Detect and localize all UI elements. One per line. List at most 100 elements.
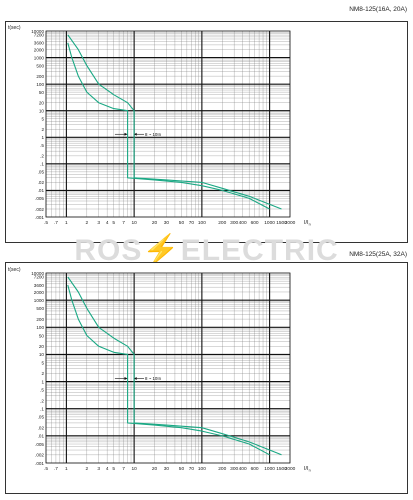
x-tick-label: 10 xyxy=(131,220,137,226)
x-tick-label: 400 xyxy=(239,466,247,472)
x-tick-label: 2 xyxy=(85,220,88,226)
x-tick-labels: .5 .7 1 2 3 4 5 7 10 20 30 50 70 100 200 300 400 600 1000 1… xyxy=(44,466,296,472)
y-tick-label: 2000 xyxy=(34,47,45,52)
chart-panel-top: 10000 7200 3600 2000 1000 500 200 100 50 20 10 5 2 1.… xyxy=(5,21,408,243)
x-tick-label: 5 xyxy=(112,466,115,472)
x-tick-label: 1 xyxy=(65,220,68,226)
trip-curve-line-1 xyxy=(67,284,270,456)
y-tick-label: .02 xyxy=(38,425,45,430)
y-tick-label: .001 xyxy=(35,461,44,466)
grid xyxy=(45,30,291,218)
x-tick-label: .5 xyxy=(44,466,48,472)
trip-curve-line-2 xyxy=(67,276,282,456)
x-axis-label-subscript: n xyxy=(309,469,311,473)
y-tick-label: 7200 xyxy=(34,33,45,38)
x-tick-label: 600 xyxy=(251,466,259,472)
chart-title-top: NM8-125(16A, 20A) xyxy=(349,6,407,13)
watermark: ROS⚡ELECTRIC xyxy=(74,234,339,267)
y-tick-label: 1 xyxy=(41,135,44,140)
x-tick-label: 100 xyxy=(198,466,206,472)
y-tick-label: .005 xyxy=(35,196,44,201)
x-tick-label: 7 xyxy=(122,220,125,226)
plot-frame xyxy=(45,272,291,464)
y-tick-label: .05 xyxy=(38,170,45,175)
trip-curve-line-2 xyxy=(67,34,282,210)
y-tick-label: 50 xyxy=(39,90,45,95)
y-tick-label: 2 xyxy=(41,127,44,132)
y-tick-label: .01 xyxy=(38,188,45,193)
arrow-head-left xyxy=(124,376,128,380)
trip-curve-chart-top: 100007200360020001000500200100502010521.… xyxy=(8,25,311,227)
y-tick-label: 10 xyxy=(39,352,45,357)
y-tick-label: 500 xyxy=(36,63,44,68)
x-tick-label: 100 xyxy=(198,220,206,226)
trip-range-annotation: 8 ~ 10In xyxy=(114,132,162,137)
y-tick-label: 100 xyxy=(36,325,44,330)
grid xyxy=(45,272,291,464)
x-tick-label: 1500 xyxy=(276,466,287,472)
y-tick-label: 20 xyxy=(39,344,45,349)
x-tick-label: 30 xyxy=(164,220,170,226)
y-tick-label: 200 xyxy=(36,317,44,322)
y-tick-label: 7200 xyxy=(34,275,45,280)
y-tick-label: 3600 xyxy=(34,283,45,288)
x-tick-label: .5 xyxy=(44,220,48,226)
x-tick-label: 200 xyxy=(218,466,226,472)
y-tick-label: .001 xyxy=(35,215,44,220)
x-tick-label: 3 xyxy=(97,220,100,226)
x-tick-label: 30 xyxy=(164,466,170,472)
trip-range-annotation: 8 ~ 10In xyxy=(114,376,162,381)
x-tick-label: 70 xyxy=(189,220,195,226)
x-tick-label: 50 xyxy=(179,466,185,472)
y-tick-label: 10000 xyxy=(31,29,44,34)
x-tick-label: 20 xyxy=(152,220,158,226)
x-tick-label: 300 xyxy=(230,466,238,472)
y-tick-label: .05 xyxy=(38,415,45,420)
y-tick-label: .5 xyxy=(40,143,44,148)
x-tick-label: 10 xyxy=(131,466,137,472)
x-tick-label: .7 xyxy=(54,466,58,472)
x-tick-label: 70 xyxy=(189,466,195,472)
y-tick-label: .002 xyxy=(35,453,44,458)
y-tick-label: .2 xyxy=(40,398,44,403)
y-tick-label: 2000 xyxy=(34,290,45,295)
x-tick-label: 1 xyxy=(65,466,68,472)
y-tick-label: .005 xyxy=(35,442,44,447)
x-tick-label: 2000 xyxy=(285,220,296,226)
x-tick-label: 200 xyxy=(218,220,226,226)
trip-curve-chart-bottom: 100007200360020001000500200100502010521.… xyxy=(8,267,311,473)
plot-frame xyxy=(45,30,291,218)
x-tick-label: 300 xyxy=(230,220,238,226)
x-tick-label: 400 xyxy=(239,220,247,226)
chart-panel-bottom: 10000 7200 3600 2000 1000 500 200 100 50 20 10 5 2 1.… xyxy=(5,262,408,494)
x-tick-label: 4 xyxy=(106,220,109,226)
y-tick-label: .1 xyxy=(40,162,44,167)
lightning-bolt-icon: ⚡ xyxy=(142,234,181,267)
x-tick-label: 20 xyxy=(152,466,158,472)
y-tick-label: 5 xyxy=(41,360,44,365)
y-tick-label: 100 xyxy=(36,82,44,87)
y-tick-label: .1 xyxy=(40,407,44,412)
y-tick-label: 3600 xyxy=(34,41,45,46)
y-tick-label: 10 xyxy=(39,109,45,114)
y-tick-label: 1000 xyxy=(34,55,45,60)
y-axis-label: t(sec) xyxy=(8,25,21,31)
y-tick-label: 500 xyxy=(36,306,44,311)
y-tick-label: .02 xyxy=(38,180,45,185)
y-tick-label: 200 xyxy=(36,74,44,79)
y-tick-label: 1 xyxy=(41,379,44,384)
trip-range-label: 8 ~ 10In xyxy=(145,132,162,137)
y-tick-label: 5 xyxy=(41,117,44,122)
x-tick-label: 600 xyxy=(251,220,259,226)
y-tick-label: 50 xyxy=(39,333,45,338)
x-axis-label: I/In xyxy=(304,466,311,473)
y-axis-label: t(sec) xyxy=(8,267,21,273)
y-tick-label: 10000 xyxy=(31,271,44,276)
x-tick-label: 3 xyxy=(97,466,100,472)
trip-range-label: 8 ~ 10In xyxy=(145,376,162,381)
y-tick-label: .5 xyxy=(40,388,44,393)
x-tick-label: 2 xyxy=(85,466,88,472)
arrow-head-right xyxy=(134,376,137,380)
x-axis-label: I/In xyxy=(304,220,311,227)
